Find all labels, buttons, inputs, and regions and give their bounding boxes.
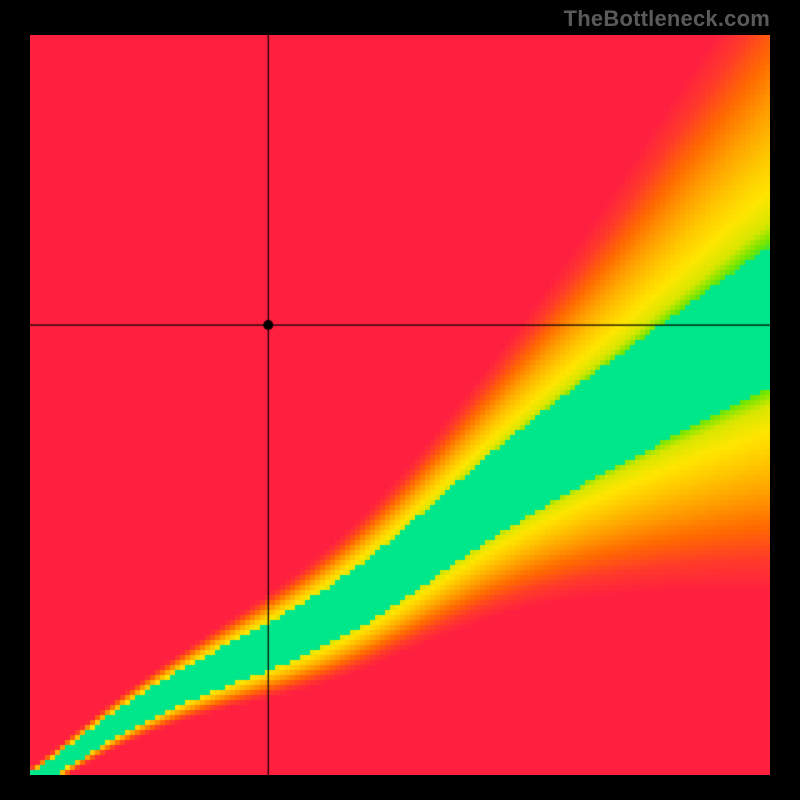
watermark-label: TheBottleneck.com <box>564 6 770 32</box>
heatmap-plot <box>30 35 770 775</box>
chart-container: TheBottleneck.com <box>0 0 800 800</box>
heatmap-canvas <box>30 35 770 775</box>
